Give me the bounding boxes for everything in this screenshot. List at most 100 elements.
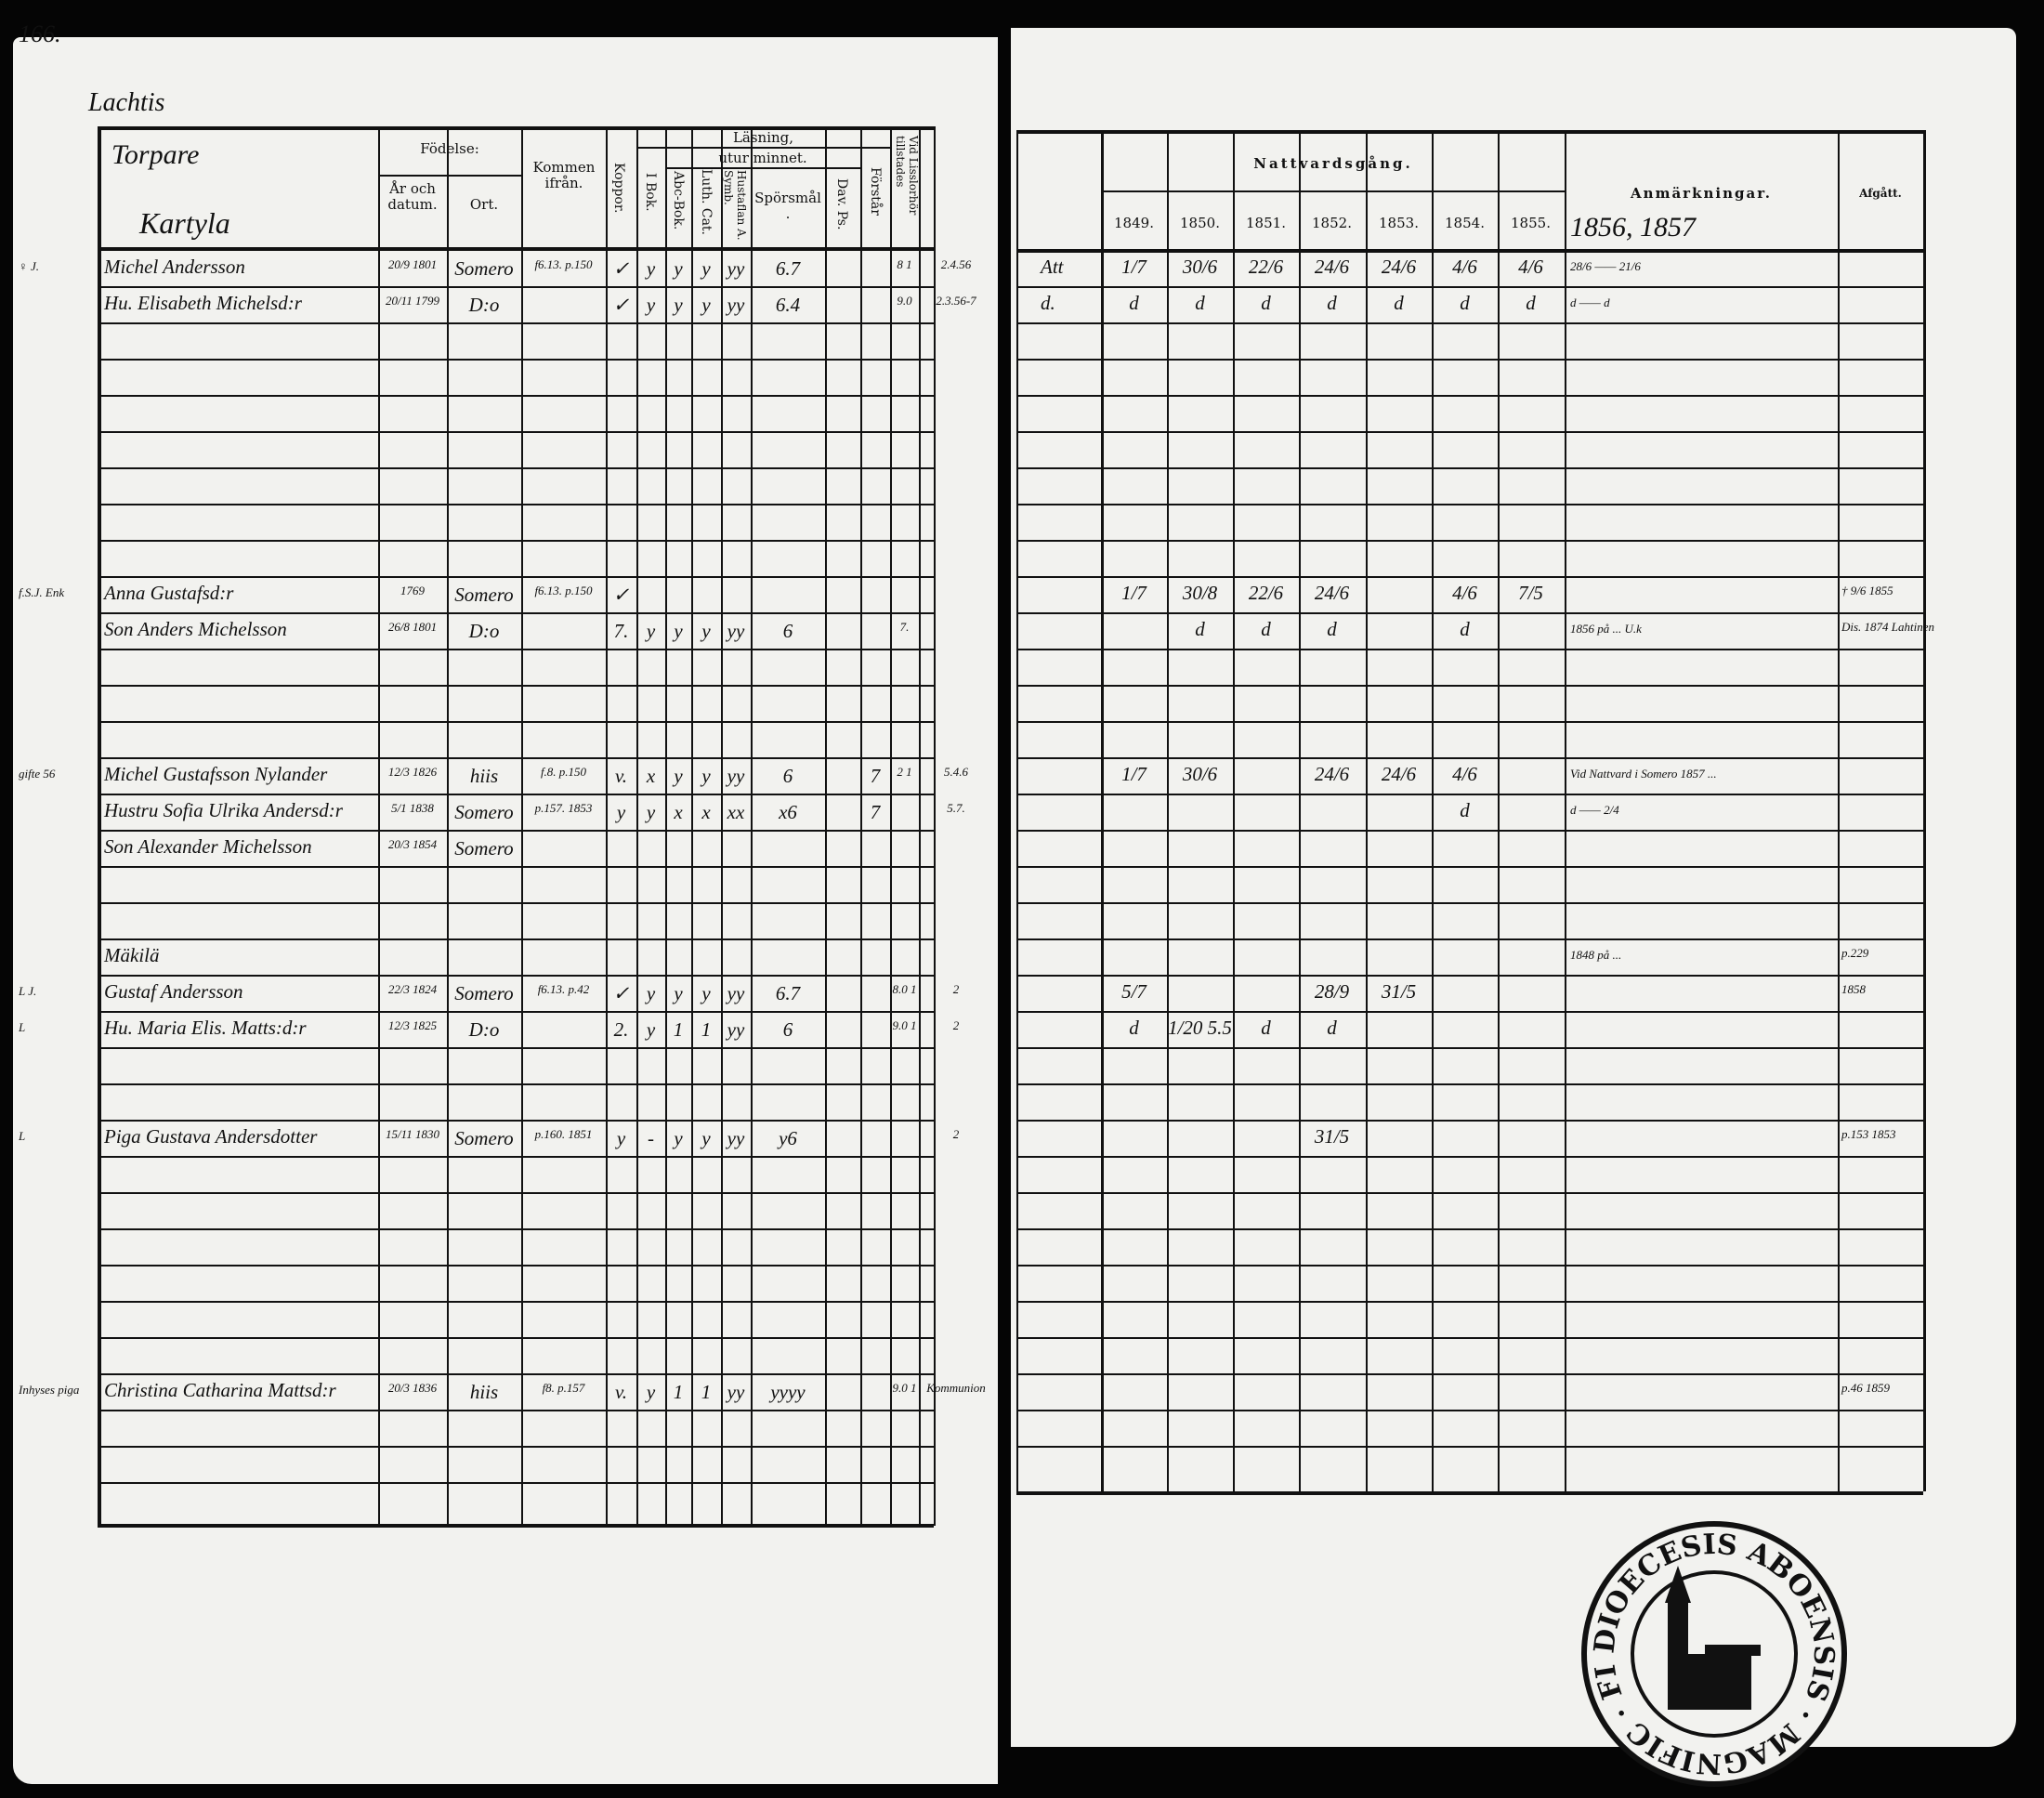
communion-date: d <box>1261 1017 1271 1039</box>
cell-hust: yy <box>727 1381 745 1403</box>
rule-line <box>1016 649 1923 650</box>
cell-hust: yy <box>727 620 745 642</box>
rule-line <box>98 1524 934 1528</box>
birth-place-header: Ort. <box>469 196 499 213</box>
cell-ibok: y <box>646 294 656 316</box>
cell-place: Somero <box>454 1127 514 1149</box>
rule-line <box>1432 130 1434 1491</box>
rule-line <box>98 1083 934 1085</box>
cell-abc: y <box>674 982 683 1004</box>
communion-date: 24/6 <box>1314 256 1350 278</box>
rule-line <box>1016 395 1923 397</box>
remark: 1856 på ... U.k <box>1570 622 1642 636</box>
psalms-header: Dav. Ps. <box>834 178 849 230</box>
cell-abc: y <box>674 294 683 316</box>
farm-heading: Kartyla <box>139 206 230 240</box>
group-heading: Torpare <box>111 139 200 170</box>
person-name: Son Alexander Michelsson <box>104 835 312 858</box>
rule-line <box>378 126 380 1526</box>
cell-koppor: ✓ <box>612 982 630 1004</box>
rule-line <box>636 126 638 1526</box>
rule-line <box>98 1265 934 1266</box>
cell-date: 12/3 1825 <box>387 1018 438 1032</box>
rule-line <box>919 126 921 1526</box>
rule-line <box>1565 130 1566 1491</box>
cell-hust: yy <box>727 294 745 316</box>
rule-line <box>1016 1120 1923 1122</box>
rule-line <box>1016 757 1923 759</box>
cell-place: Somero <box>454 257 514 280</box>
cell-extra: Kommunion <box>926 1381 986 1395</box>
cell-date: 5/1 1838 <box>391 801 434 815</box>
communion-date: d <box>1394 292 1404 314</box>
rule-line <box>98 467 934 469</box>
communion-header: Nattvardsgång. <box>1253 155 1413 172</box>
cell-place: Somero <box>454 837 514 860</box>
rule-line <box>1016 540 1923 542</box>
cell-place: hiis <box>469 1381 499 1403</box>
rule-line <box>98 1228 934 1230</box>
departed-note: † 9/6 1855 <box>1841 584 1893 597</box>
cell-abc: 1 <box>673 1381 684 1403</box>
communion-date: 24/6 <box>1381 256 1417 278</box>
remark: d —— d <box>1570 295 1610 309</box>
cell-vid: 7. <box>899 620 910 634</box>
cell-koppor: 2. <box>613 1018 629 1041</box>
rule-line <box>98 649 934 650</box>
cell-place: Somero <box>454 801 514 823</box>
communion-date: 24/6 <box>1381 763 1417 785</box>
cell-extra: 2.3.56-7 <box>936 294 976 308</box>
cell-extra: 5.4.6 <box>944 765 968 779</box>
cell-date: 26/8 1801 <box>387 620 438 634</box>
rule-line <box>98 540 934 542</box>
cell-koppor: ✓ <box>612 257 630 280</box>
cell-abc: 1 <box>673 1018 684 1041</box>
rule-line <box>860 126 862 1526</box>
rule-line <box>98 126 101 1526</box>
departed-header: Afgått. <box>1859 187 1902 200</box>
departed-note: p.153 1853 <box>1841 1127 1896 1141</box>
cell-vid: 9.0 <box>897 294 912 308</box>
cell-extra: 2 <box>952 982 960 996</box>
cell-vid: 9.0 1 <box>892 1018 917 1032</box>
cell-place: D:o <box>468 620 500 642</box>
rule-line <box>1016 1491 1923 1495</box>
margin-note: Inhyses piga <box>19 1383 80 1397</box>
left-page <box>13 37 998 1784</box>
rule-line <box>1016 286 1923 288</box>
rule-line <box>1016 1410 1923 1411</box>
rule-line <box>98 938 934 940</box>
margin-note: L <box>19 1020 26 1034</box>
rule-line <box>1016 1156 1923 1158</box>
year-header: 1849. <box>1114 215 1154 231</box>
margin-note: Att <box>1041 256 1064 278</box>
rule-line <box>1016 902 1923 904</box>
cell-from: f6.13. p.150 <box>534 257 593 271</box>
year-header: 1854. <box>1445 215 1485 231</box>
rule-line <box>1016 467 1923 469</box>
cell-koppor: v. <box>614 765 627 787</box>
cell-date: 15/11 1830 <box>386 1127 439 1141</box>
communion-date: 31/5 <box>1314 1125 1350 1148</box>
page-number: 166. <box>19 20 61 47</box>
cell-koppor: ✓ <box>612 584 630 606</box>
cell-hust: yy <box>727 1127 745 1149</box>
cell-luth: y <box>701 1127 711 1149</box>
margin-note: gifte 56 <box>19 767 56 781</box>
communion-date: d <box>1327 618 1337 640</box>
margin-note: d. <box>1041 292 1055 314</box>
hustaflan-header: Hustaflan A. Symb. <box>722 170 748 241</box>
rule-line <box>1016 1083 1923 1085</box>
rule-line <box>1016 866 1923 868</box>
rule-line <box>1016 359 1923 361</box>
cell-luth: y <box>701 294 711 316</box>
communion-date: d <box>1195 618 1205 640</box>
rule-line <box>1838 130 1840 1491</box>
cell-date: 12/3 1826 <box>387 765 438 779</box>
communion-date: d <box>1129 292 1139 314</box>
rule-line <box>98 830 934 832</box>
cell-date: 1769 <box>400 584 425 597</box>
rule-line <box>447 126 449 1526</box>
rule-line <box>98 576 934 578</box>
cell-koppor: y <box>616 1127 626 1149</box>
